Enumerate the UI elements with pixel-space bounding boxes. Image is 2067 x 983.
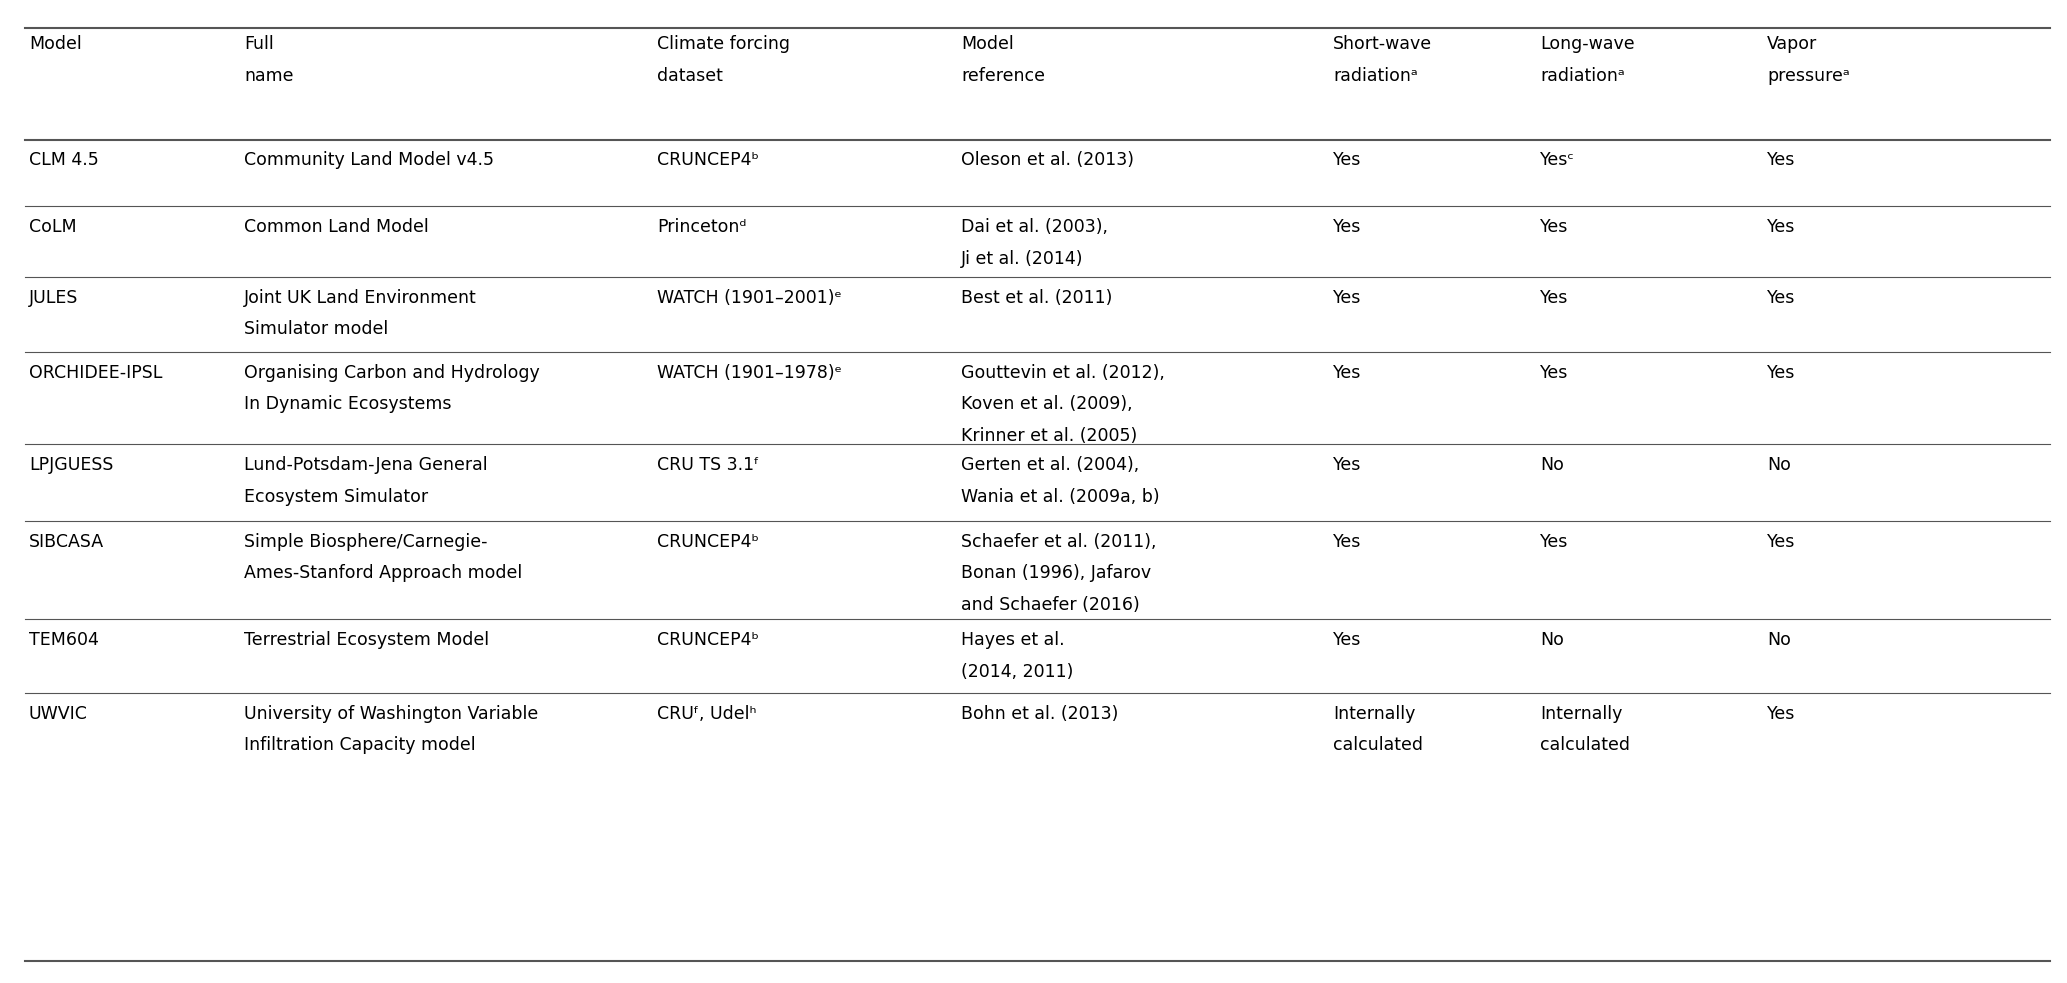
Text: calculated: calculated [1333, 736, 1424, 754]
Text: Yes: Yes [1767, 218, 1796, 236]
Text: Organising Carbon and Hydrology: Organising Carbon and Hydrology [244, 364, 539, 381]
Text: Yes: Yes [1333, 289, 1362, 307]
Text: Model: Model [961, 35, 1015, 53]
Text: Yes: Yes [1540, 533, 1569, 550]
Text: WATCH (1901–2001)ᵉ: WATCH (1901–2001)ᵉ [657, 289, 841, 307]
Text: radiationᵃ: radiationᵃ [1540, 67, 1625, 85]
Text: SIBCASA: SIBCASA [29, 533, 103, 550]
Text: TEM604: TEM604 [29, 631, 99, 649]
Text: UWVIC: UWVIC [29, 705, 87, 723]
Text: Ji et al. (2014): Ji et al. (2014) [961, 250, 1083, 267]
Text: CRUᶠ, Udelʰ: CRUᶠ, Udelʰ [657, 705, 757, 723]
Text: Joint UK Land Environment: Joint UK Land Environment [244, 289, 477, 307]
Text: Model: Model [29, 35, 83, 53]
Text: Schaefer et al. (2011),: Schaefer et al. (2011), [961, 533, 1158, 550]
Text: Yes: Yes [1540, 218, 1569, 236]
Text: CRUNCEP4ᵇ: CRUNCEP4ᵇ [657, 151, 759, 169]
Text: radiationᵃ: radiationᵃ [1333, 67, 1418, 85]
Text: Bohn et al. (2013): Bohn et al. (2013) [961, 705, 1118, 723]
Text: Yes: Yes [1333, 631, 1362, 649]
Text: Internally: Internally [1540, 705, 1623, 723]
Text: Yes: Yes [1333, 456, 1362, 474]
Text: Dai et al. (2003),: Dai et al. (2003), [961, 218, 1108, 236]
Text: Koven et al. (2009),: Koven et al. (2009), [961, 395, 1133, 413]
Text: Yes: Yes [1333, 151, 1362, 169]
Text: Krinner et al. (2005): Krinner et al. (2005) [961, 427, 1137, 444]
Text: reference: reference [961, 67, 1046, 85]
Text: Vapor: Vapor [1767, 35, 1817, 53]
Text: No: No [1767, 456, 1792, 474]
Text: Hayes et al.: Hayes et al. [961, 631, 1065, 649]
Text: Lund-Potsdam-Jena General: Lund-Potsdam-Jena General [244, 456, 488, 474]
Text: In Dynamic Ecosystems: In Dynamic Ecosystems [244, 395, 451, 413]
Text: Yesᶜ: Yesᶜ [1540, 151, 1575, 169]
Text: Oleson et al. (2013): Oleson et al. (2013) [961, 151, 1135, 169]
Text: University of Washington Variable: University of Washington Variable [244, 705, 537, 723]
Text: ORCHIDEE-IPSL: ORCHIDEE-IPSL [29, 364, 163, 381]
Text: No: No [1540, 631, 1565, 649]
Text: CLM 4.5: CLM 4.5 [29, 151, 99, 169]
Text: Climate forcing: Climate forcing [657, 35, 790, 53]
Text: LPJGUESS: LPJGUESS [29, 456, 114, 474]
Text: Yes: Yes [1540, 289, 1569, 307]
Text: Yes: Yes [1767, 364, 1796, 381]
Text: (2014, 2011): (2014, 2011) [961, 663, 1073, 680]
Text: No: No [1767, 631, 1792, 649]
Text: Yes: Yes [1333, 218, 1362, 236]
Text: Yes: Yes [1333, 364, 1362, 381]
Text: Gerten et al. (2004),: Gerten et al. (2004), [961, 456, 1139, 474]
Text: Ecosystem Simulator: Ecosystem Simulator [244, 488, 428, 505]
Text: Bonan (1996), Jafarov: Bonan (1996), Jafarov [961, 564, 1151, 582]
Text: Simple Biosphere/Carnegie-: Simple Biosphere/Carnegie- [244, 533, 488, 550]
Text: Yes: Yes [1767, 705, 1796, 723]
Text: Wania et al. (2009a, b): Wania et al. (2009a, b) [961, 488, 1160, 505]
Text: Gouttevin et al. (2012),: Gouttevin et al. (2012), [961, 364, 1166, 381]
Text: Best et al. (2011): Best et al. (2011) [961, 289, 1112, 307]
Text: Yes: Yes [1540, 364, 1569, 381]
Text: Common Land Model: Common Land Model [244, 218, 428, 236]
Text: CRUNCEP4ᵇ: CRUNCEP4ᵇ [657, 631, 759, 649]
Text: Short-wave: Short-wave [1333, 35, 1432, 53]
Text: and Schaefer (2016): and Schaefer (2016) [961, 596, 1139, 613]
Text: Infiltration Capacity model: Infiltration Capacity model [244, 736, 475, 754]
Text: Princetonᵈ: Princetonᵈ [657, 218, 746, 236]
Text: Yes: Yes [1333, 533, 1362, 550]
Text: CoLM: CoLM [29, 218, 76, 236]
Text: CRUNCEP4ᵇ: CRUNCEP4ᵇ [657, 533, 759, 550]
Text: Yes: Yes [1767, 533, 1796, 550]
Text: Ames-Stanford Approach model: Ames-Stanford Approach model [244, 564, 523, 582]
Text: Yes: Yes [1767, 289, 1796, 307]
Text: Simulator model: Simulator model [244, 320, 389, 338]
Text: Internally: Internally [1333, 705, 1416, 723]
Text: Full: Full [244, 35, 273, 53]
Text: WATCH (1901–1978)ᵉ: WATCH (1901–1978)ᵉ [657, 364, 841, 381]
Text: name: name [244, 67, 294, 85]
Text: No: No [1540, 456, 1565, 474]
Text: CRU TS 3.1ᶠ: CRU TS 3.1ᶠ [657, 456, 759, 474]
Text: calculated: calculated [1540, 736, 1631, 754]
Text: JULES: JULES [29, 289, 79, 307]
Text: Long-wave: Long-wave [1540, 35, 1635, 53]
Text: Community Land Model v4.5: Community Land Model v4.5 [244, 151, 494, 169]
Text: dataset: dataset [657, 67, 723, 85]
Text: Terrestrial Ecosystem Model: Terrestrial Ecosystem Model [244, 631, 490, 649]
Text: pressureᵃ: pressureᵃ [1767, 67, 1850, 85]
Text: Yes: Yes [1767, 151, 1796, 169]
